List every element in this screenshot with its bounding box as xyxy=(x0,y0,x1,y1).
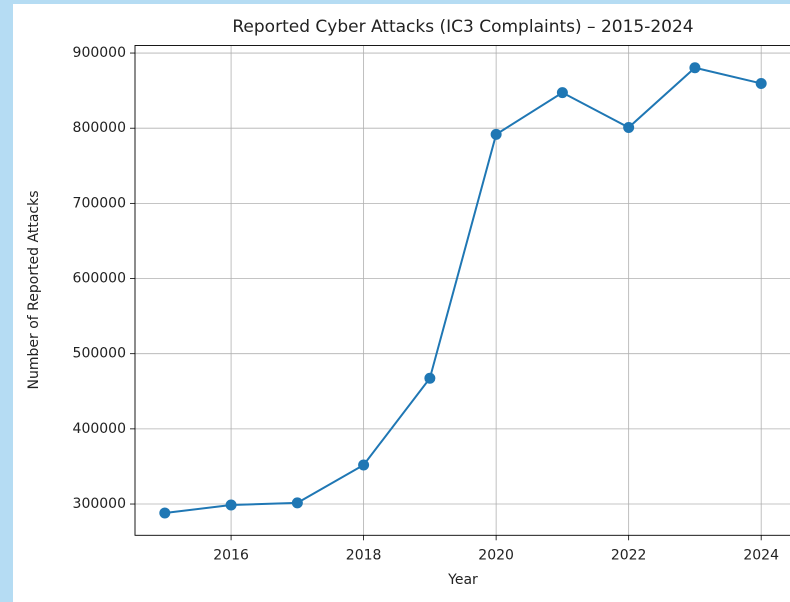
y-tick-label: 800000 xyxy=(73,120,126,136)
data-point xyxy=(424,372,436,384)
data-point xyxy=(225,499,237,511)
y-tick-label: 400000 xyxy=(73,421,126,437)
data-point xyxy=(291,497,303,509)
x-tick-label: 2024 xyxy=(743,547,779,563)
y-axis-label: Number of Reported Attacks xyxy=(26,191,42,390)
plot-frame xyxy=(134,45,790,536)
data-point xyxy=(159,507,171,519)
data-point xyxy=(689,62,701,74)
data-point xyxy=(358,459,370,471)
x-tick-label: 2016 xyxy=(213,547,249,563)
top-border xyxy=(0,0,790,4)
data-point xyxy=(556,87,568,99)
x-tick-label: 2018 xyxy=(346,547,382,563)
y-tick-label: 900000 xyxy=(73,45,126,61)
y-tick-label: 300000 xyxy=(73,496,126,512)
left-border xyxy=(0,0,13,602)
y-tick-label: 600000 xyxy=(73,271,126,287)
y-tick-label: 500000 xyxy=(73,346,126,362)
data-point xyxy=(490,128,502,140)
data-point xyxy=(755,77,767,89)
x-axis-label: Year xyxy=(447,572,478,588)
y-tick-label: 700000 xyxy=(73,195,126,211)
chart-title: Reported Cyber Attacks (IC3 Complaints) … xyxy=(232,17,693,37)
data-point xyxy=(623,121,635,133)
x-tick-label: 2020 xyxy=(478,547,514,563)
data-line xyxy=(164,66,762,515)
x-tick-label: 2022 xyxy=(611,547,647,563)
